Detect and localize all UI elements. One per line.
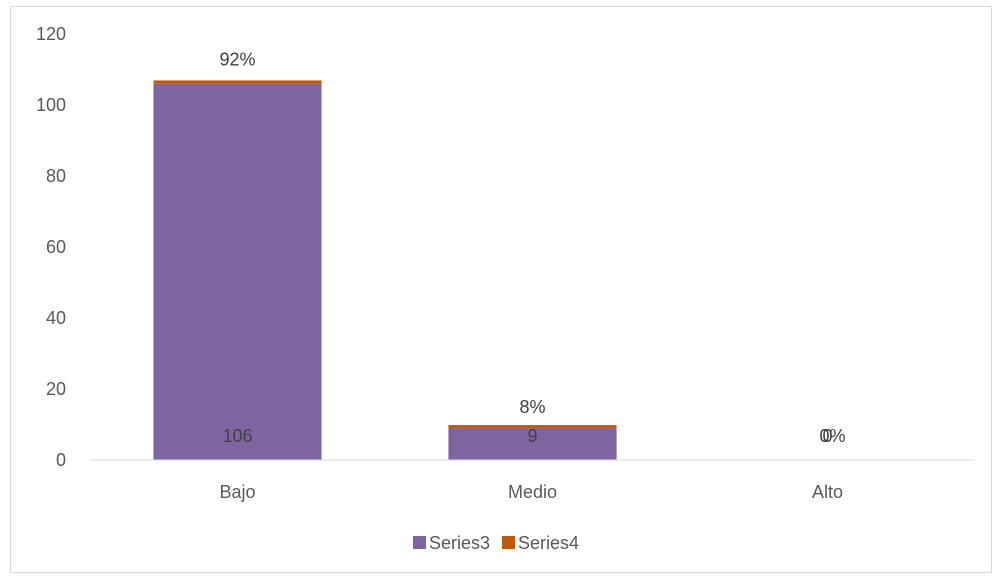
legend-label: Series4 xyxy=(518,533,579,553)
category-labels: Bajo Medio Alto xyxy=(219,482,843,502)
data-label-series4: 0% xyxy=(819,426,845,446)
category-label: Alto xyxy=(812,482,843,502)
bar-series4-medio xyxy=(448,425,617,429)
data-label-series3: 106 xyxy=(222,426,252,446)
legend-swatch xyxy=(502,536,516,549)
y-tick-label: 80 xyxy=(46,166,66,186)
data-label-series3: 0 xyxy=(822,426,832,446)
bars xyxy=(153,80,617,460)
legend-swatch xyxy=(413,536,426,549)
y-tick-label: 0 xyxy=(56,450,66,470)
legend: Series3 Series4 xyxy=(413,533,579,553)
y-tick-label: 20 xyxy=(46,379,66,399)
y-tick-label: 40 xyxy=(46,308,66,328)
y-tick-label: 100 xyxy=(36,95,66,115)
y-tick-label: 120 xyxy=(36,24,66,44)
data-label-series4: 92% xyxy=(219,49,255,69)
data-label-series3: 9 xyxy=(527,426,537,446)
legend-label: Series3 xyxy=(429,533,490,553)
bar-series4-bajo xyxy=(153,80,322,84)
y-axis-ticks: 0 20 40 60 80 100 120 xyxy=(36,24,66,470)
data-labels: 106 92% 9 8% 00% xyxy=(219,49,845,446)
bar-series3-bajo xyxy=(153,83,322,460)
data-label-series4: 8% xyxy=(519,397,545,417)
category-label: Medio xyxy=(508,482,557,502)
category-label: Bajo xyxy=(219,482,255,502)
y-tick-label: 60 xyxy=(46,237,66,257)
bar-series3-medio xyxy=(448,428,617,460)
